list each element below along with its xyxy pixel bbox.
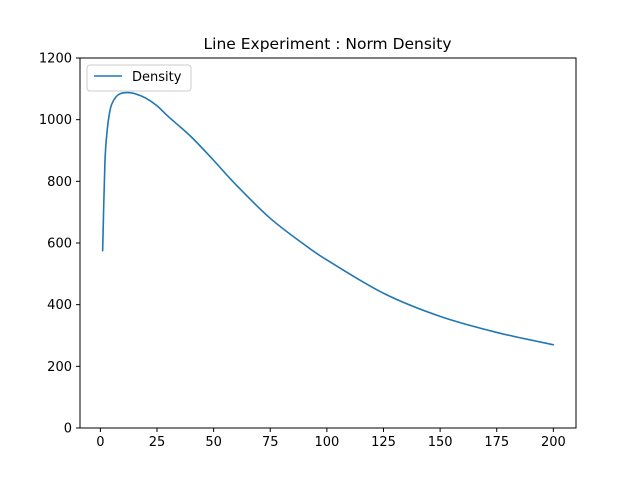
legend-box [86, 64, 192, 92]
x-tick-label: 200 [541, 435, 566, 450]
x-tick-label: 0 [96, 435, 104, 450]
y-tick-label: 1200 [39, 52, 72, 67]
x-tick-label: 50 [205, 435, 222, 450]
x-tick-label: 150 [428, 435, 453, 450]
chart-title: Line Experiment : Norm Density [204, 35, 452, 53]
y-tick-label: 200 [47, 360, 72, 375]
y-tick-label: 400 [47, 298, 72, 313]
plot-frame [79, 57, 577, 429]
x-tick-label: 175 [484, 435, 509, 450]
legend-label-density: Density [132, 70, 182, 85]
x-tick-label: 100 [314, 435, 339, 450]
y-tick-label: 0 [64, 422, 72, 437]
y-tick-label: 600 [47, 237, 72, 252]
y-tick-label: 800 [47, 175, 72, 190]
x-tick-label: 25 [149, 435, 166, 450]
series-line-density [101, 91, 555, 346]
x-tick-label: 75 [262, 435, 279, 450]
x-tick-label: 125 [371, 435, 396, 450]
y-tick-label: 1000 [39, 113, 72, 128]
legend: Density [86, 64, 192, 92]
